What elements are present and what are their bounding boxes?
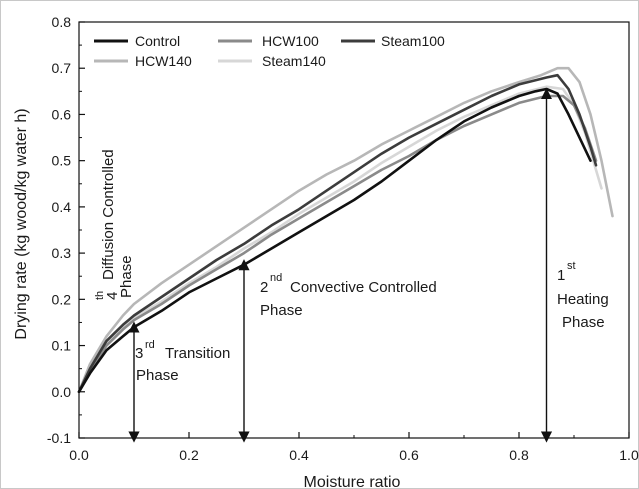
- phase3-sup: rd: [145, 339, 155, 351]
- legend-label-hcw100: HCW100: [262, 33, 319, 49]
- annotation-phase3: 3 rd Transition Phase: [135, 339, 230, 384]
- phase1-sup: st: [567, 260, 576, 272]
- phase2-line2: Phase: [260, 302, 303, 319]
- y-tick-label: 0.2: [52, 291, 72, 307]
- legend: Control HCW100 Steam100 HCW140 Steam140: [94, 33, 445, 69]
- phase1-line3: Phase: [562, 314, 605, 331]
- x-tick-label: 0.2: [179, 447, 199, 463]
- annotation-phase2: 2 nd Convective Controlled Phase: [260, 272, 437, 319]
- phase3-line2: Phase: [136, 367, 179, 384]
- phase2-num: 2: [260, 279, 268, 296]
- series-layer: [77, 66, 614, 394]
- phase3-num: 3: [135, 345, 143, 362]
- phase1-num: 1: [557, 267, 565, 284]
- y-tick-label: 0.1: [52, 338, 72, 354]
- phase-markers: [128, 88, 553, 443]
- phase1-line2: Heating: [557, 291, 609, 308]
- phase3-line1: Transition: [165, 345, 230, 362]
- y-tick-label: 0.4: [52, 199, 72, 215]
- y-tick-label: 0.0: [52, 384, 72, 400]
- y-tick-label: -0.1: [47, 430, 71, 446]
- series-line-steam100: [77, 73, 598, 394]
- legend-label-control: Control: [135, 33, 180, 49]
- legend-label-steam140: Steam140: [262, 53, 326, 69]
- phase4-line2: Phase: [118, 255, 135, 298]
- phase4-num: 4: [104, 292, 121, 300]
- x-tick-label: 0.0: [69, 447, 89, 463]
- series-line-steam140: [77, 85, 603, 394]
- y-tick-label: 0.6: [52, 106, 72, 122]
- y-tick-label: 0.7: [52, 60, 72, 76]
- series-line-control: [77, 87, 592, 394]
- y-tick-label: 0.3: [52, 245, 72, 261]
- axis-ticks: 0.0 0.2 0.4 0.6 0.8 1.0-0.10.00.10.20.30.40.5…: [47, 14, 639, 463]
- series-line-hcw140: [77, 66, 614, 394]
- x-tick-label: 0.8: [509, 447, 529, 463]
- y-tick-label: 0.8: [52, 14, 72, 30]
- x-tick-label: 0.6: [399, 447, 419, 463]
- annotation-phase1: 1 st Heating Phase: [557, 260, 609, 331]
- phase2-line1: Convective Controlled: [290, 279, 437, 296]
- legend-label-steam100: Steam100: [381, 33, 445, 49]
- annotation-phase4: th 4 Diffusion Controlled Phase: [94, 149, 135, 300]
- legend-label-hcw140: HCW140: [135, 53, 192, 69]
- x-axis-label: Moisture ratio: [304, 474, 401, 489]
- y-tick-label: 0.5: [52, 153, 72, 169]
- series-line-hcw100: [77, 94, 598, 394]
- x-tick-label: 1.0: [619, 447, 639, 463]
- phase4-sup: th: [94, 291, 106, 300]
- y-axis-label: Drying rate (kg wood/kg water h): [13, 108, 30, 339]
- phase2-sup: nd: [270, 272, 282, 284]
- x-tick-label: 0.4: [289, 447, 309, 463]
- phase4-line1: Diffusion Controlled: [100, 149, 117, 280]
